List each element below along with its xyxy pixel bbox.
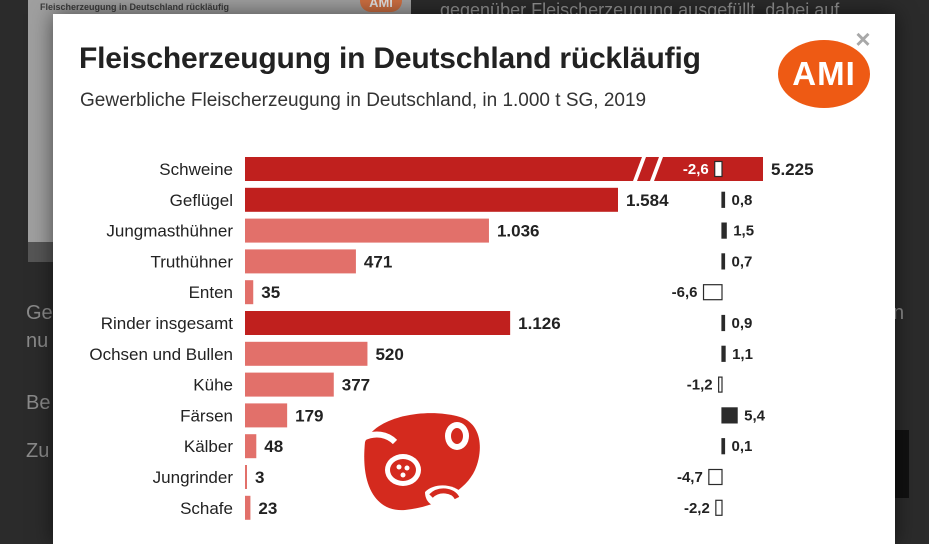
category-label: Kühe bbox=[193, 376, 233, 395]
bar bbox=[245, 465, 247, 489]
value-label: 5.225 bbox=[771, 160, 814, 179]
category-label: Ochsen und Bullen bbox=[89, 345, 233, 364]
bar bbox=[245, 157, 763, 181]
change-marker bbox=[721, 314, 726, 332]
value-label: 1.584 bbox=[626, 191, 669, 210]
value-label: 377 bbox=[342, 376, 370, 395]
bar bbox=[245, 341, 368, 366]
change-label: 0,9 bbox=[732, 315, 753, 332]
change-marker bbox=[714, 160, 723, 178]
change-label: 0,1 bbox=[732, 438, 753, 455]
category-label: Färsen bbox=[180, 406, 233, 425]
change-marker bbox=[721, 222, 727, 239]
category-label: Enten bbox=[189, 283, 233, 302]
change-marker bbox=[702, 284, 723, 301]
change-label: -1,2 bbox=[687, 377, 713, 394]
close-icon[interactable]: × bbox=[855, 24, 871, 54]
change-marker bbox=[718, 376, 723, 393]
change-label: 5,4 bbox=[744, 407, 766, 424]
change-marker bbox=[721, 438, 726, 455]
change-marker bbox=[721, 191, 726, 208]
axis-break-mark bbox=[633, 157, 646, 181]
change-label: -4,7 bbox=[677, 469, 703, 486]
bar bbox=[245, 372, 334, 397]
background-text-line: n bbox=[893, 302, 905, 324]
bar-chart: Schweine 5.225 -2,6 Geflügel 1.584 0,8 Jungmas… bbox=[89, 157, 814, 520]
change-label: -6,6 bbox=[672, 284, 698, 301]
category-label: Rinder insgesamt bbox=[101, 314, 234, 333]
change-label: 0,7 bbox=[732, 253, 753, 270]
category-label: Jungrinder bbox=[153, 468, 234, 487]
background-text-line: Be bbox=[26, 392, 51, 414]
bar bbox=[245, 280, 254, 305]
background-card-title: Fleischerzeugung in Deutschland rückläuf… bbox=[40, 2, 230, 12]
background-text-line: Ge bbox=[26, 302, 53, 324]
category-label: Jungmasthühner bbox=[106, 222, 233, 241]
value-label: 1.126 bbox=[518, 314, 561, 333]
bar bbox=[245, 311, 511, 335]
value-label: 471 bbox=[364, 252, 392, 271]
bar bbox=[245, 495, 251, 520]
meat-illustration-icon bbox=[361, 413, 480, 511]
background-text-line: nu bbox=[26, 330, 49, 352]
chart-subtitle: Gewerbliche Fleischerzeugung in Deutschl… bbox=[80, 90, 647, 111]
background-text-line: Zu bbox=[26, 440, 50, 462]
change-marker bbox=[721, 253, 726, 270]
value-label: 3 bbox=[255, 468, 264, 487]
ami-logo: AMI bbox=[778, 40, 870, 108]
category-label: Kälber bbox=[184, 437, 233, 456]
category-label: Schafe bbox=[180, 499, 233, 518]
change-label: -2,2 bbox=[684, 500, 710, 517]
background-button bbox=[895, 430, 909, 498]
value-label: 23 bbox=[258, 499, 277, 518]
change-label: 1,1 bbox=[732, 346, 753, 363]
bar bbox=[245, 403, 288, 428]
change-marker bbox=[715, 499, 723, 516]
change-marker bbox=[721, 407, 738, 424]
background-card-logo: AMI bbox=[360, 0, 402, 12]
value-label: 520 bbox=[375, 345, 403, 364]
bar bbox=[245, 218, 489, 243]
axis-break-mark bbox=[650, 157, 663, 181]
value-label: 179 bbox=[295, 406, 323, 425]
change-label: 1,5 bbox=[733, 223, 754, 240]
change-marker bbox=[708, 468, 723, 486]
value-label: 1.036 bbox=[497, 222, 540, 241]
value-label: 35 bbox=[261, 283, 280, 302]
chart-title: Fleischerzeugung in Deutschland rückläuf… bbox=[79, 42, 701, 75]
category-label: Truthühner bbox=[150, 252, 233, 271]
category-label: Schweine bbox=[159, 160, 233, 179]
bar bbox=[245, 187, 618, 212]
category-label: Geflügel bbox=[170, 191, 233, 210]
change-label: 0,8 bbox=[732, 192, 753, 209]
change-label: -2,6 bbox=[683, 161, 709, 178]
value-label: 48 bbox=[264, 437, 283, 456]
bar bbox=[245, 434, 257, 459]
change-marker bbox=[721, 345, 726, 362]
bar bbox=[245, 249, 356, 274]
